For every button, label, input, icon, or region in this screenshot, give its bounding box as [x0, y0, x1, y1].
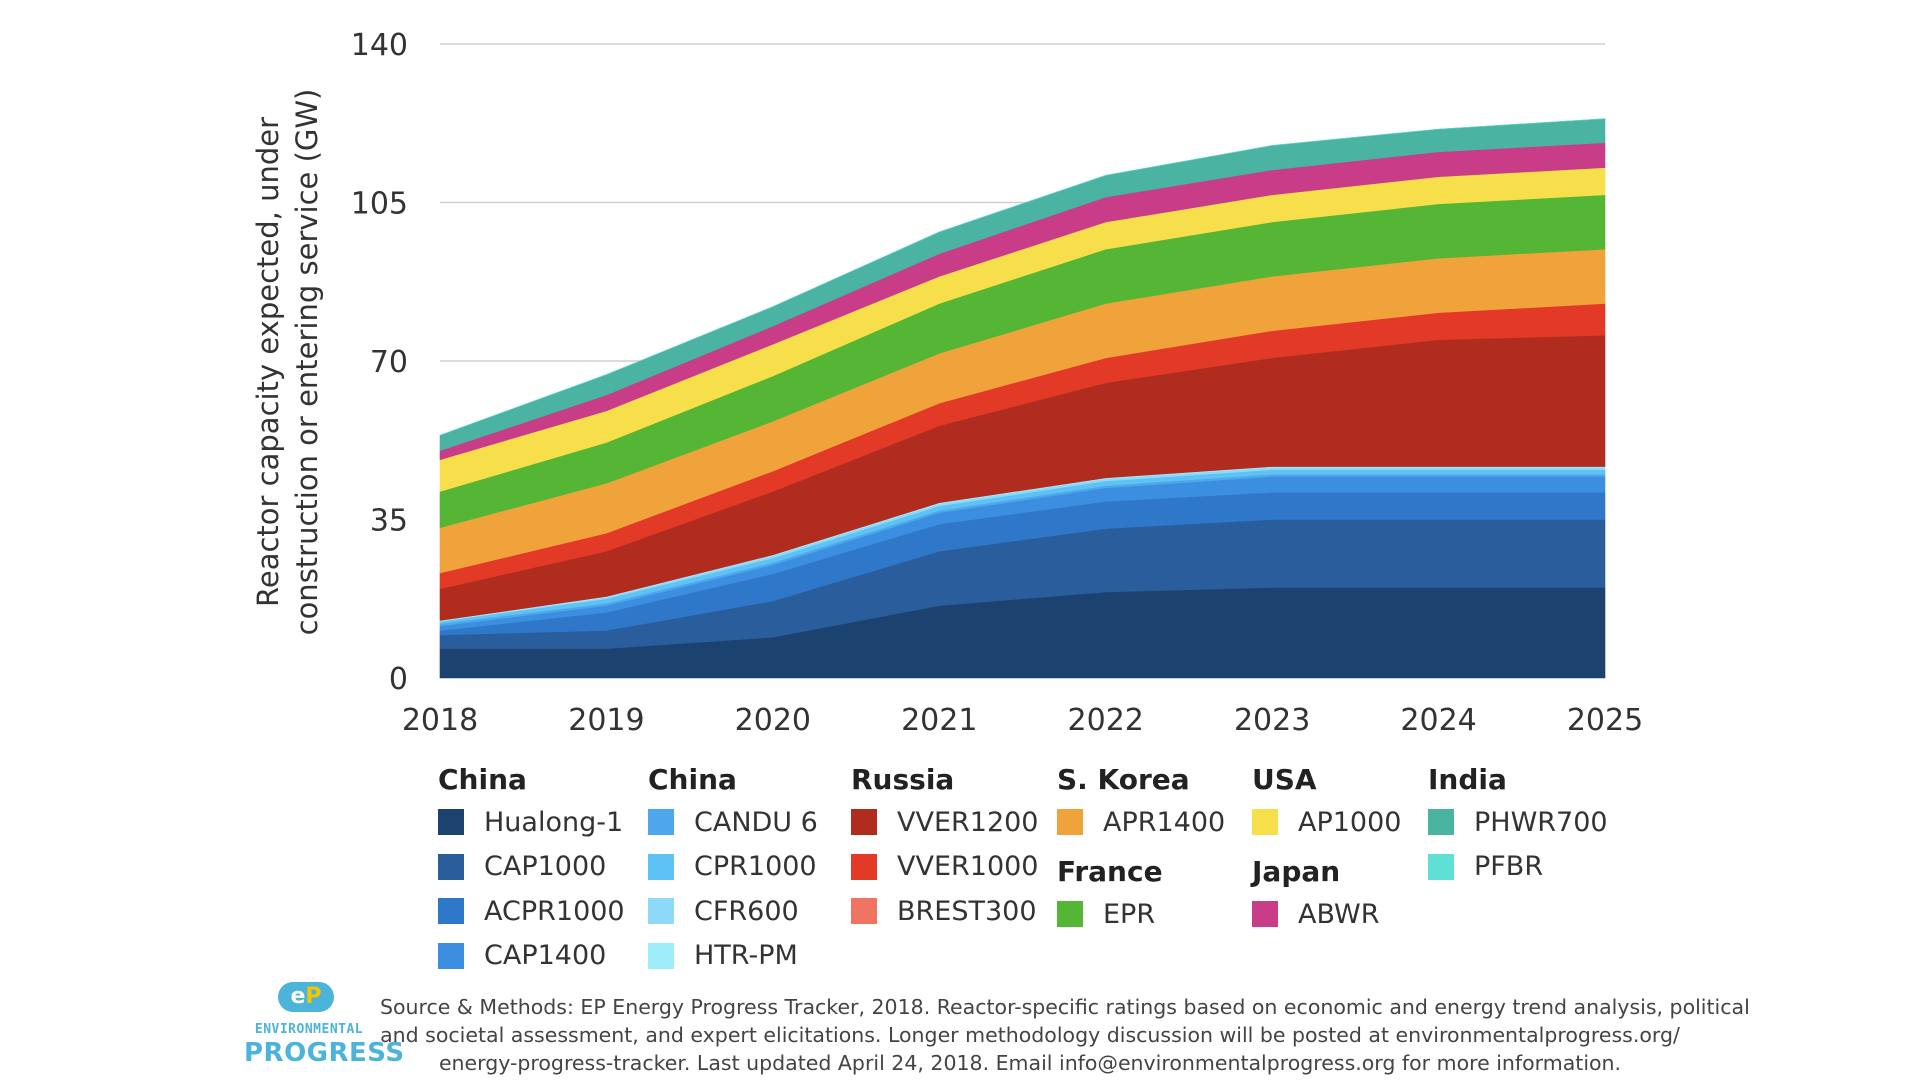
legend-item-candu-6: CANDU 6: [648, 800, 818, 845]
x-axis-ticks: 2018 2019 2020 2021 2022 2023 2024 2025: [402, 703, 1643, 738]
legend-heading: India: [1428, 763, 1507, 796]
legend-label: ABWR: [1298, 898, 1380, 930]
y-tick-label: 140: [351, 28, 408, 63]
x-tick-label: 2018: [402, 703, 478, 738]
legend-label: CANDU 6: [694, 806, 818, 838]
y-tick-label: 70: [370, 345, 408, 380]
legend-swatch: [648, 898, 674, 925]
logo-mark-p: P: [305, 984, 322, 1009]
x-tick-label: 2022: [1068, 703, 1144, 738]
legend-swatch: [1252, 809, 1278, 836]
legend: China Hualong-1 CAP1000 ACPR1000 CAP1400 Chin…: [438, 760, 1638, 980]
legend-swatch: [1428, 853, 1454, 880]
logo-text-progress: PROGRESS: [244, 1038, 405, 1068]
source-line-1: Source & Methods: EP Energy Progress Tra…: [380, 995, 1750, 1019]
legend-item-cpr1000: CPR1000: [648, 845, 818, 890]
y-tick-label: 0: [389, 662, 408, 697]
legend-label: CAP1000: [484, 851, 607, 883]
legend-label: BREST300: [897, 895, 1037, 927]
legend-swatch: [648, 853, 674, 880]
legend-group-usa: USA AP1000: [1252, 760, 1401, 845]
legend-group-france: France EPR: [1057, 852, 1163, 937]
legend-swatch: [438, 942, 464, 969]
source-line-2: and societal assessment, and expert elic…: [380, 1023, 1680, 1047]
legend-swatch: [648, 942, 674, 969]
legend-item-abwr: ABWR: [1252, 892, 1380, 937]
y-axis-title-line1: Reactor capacity expected, under: [251, 117, 285, 607]
area-pfbr: [439, 118, 1606, 436]
legend-group-japan: Japan ABWR: [1252, 852, 1380, 937]
legend-label: ACPR1000: [484, 895, 625, 927]
legend-swatch: [1057, 901, 1083, 928]
legend-heading: USA: [1252, 763, 1317, 796]
legend-label: EPR: [1103, 898, 1156, 930]
legend-item-vver1000: VVER1000: [851, 845, 1038, 890]
legend-item-cap1400: CAP1400: [438, 934, 625, 979]
legend-label: CPR1000: [694, 851, 817, 883]
legend-group-russia: Russia VVER1200 VVER1000 BREST300: [851, 760, 1038, 934]
legend-swatch: [438, 853, 464, 880]
y-axis-title-line2: construction or entering service (GW): [290, 89, 324, 636]
source-note: Source & Methods: EP Energy Progress Tra…: [380, 993, 1750, 1077]
logo-mark-e: e: [290, 984, 306, 1009]
legend-heading: S. Korea: [1057, 763, 1190, 796]
legend-swatch: [438, 898, 464, 925]
legend-item-brest300: BREST300: [851, 889, 1038, 934]
x-tick-label: 2023: [1234, 703, 1310, 738]
legend-item-cfr600: CFR600: [648, 889, 818, 934]
legend-item-htr-pm: HTR-PM: [648, 934, 818, 979]
environmental-progress-logo: eP ENVIRONMENTAL PROGRESS: [244, 982, 405, 1072]
x-tick-label: 2025: [1567, 703, 1643, 738]
source-line-3: energy-progress-tracker. Last updated Ap…: [438, 1051, 1622, 1075]
legend-label: VVER1000: [897, 851, 1039, 883]
legend-heading: China: [438, 763, 527, 796]
legend-heading: Japan: [1252, 855, 1341, 888]
legend-swatch: [851, 853, 877, 880]
legend-label: HTR-PM: [694, 940, 798, 972]
legend-label: Hualong-1: [484, 806, 624, 838]
x-tick-label: 2024: [1400, 703, 1476, 738]
legend-swatch: [1428, 809, 1454, 836]
legend-item-phwr700: PHWR700: [1428, 800, 1608, 845]
legend-item-apr1400: APR1400: [1057, 800, 1225, 845]
legend-item-hualong-1: Hualong-1: [438, 800, 625, 845]
legend-label: AP1000: [1298, 806, 1402, 838]
legend-group-s-korea: S. Korea APR1400: [1057, 760, 1225, 845]
legend-label: APR1400: [1103, 806, 1226, 838]
legend-heading: Russia: [851, 763, 955, 796]
legend-heading: France: [1057, 855, 1163, 888]
legend-item-cap1000: CAP1000: [438, 845, 625, 890]
x-tick-label: 2019: [568, 703, 644, 738]
y-axis-title: Reactor capacity expected, under constru…: [251, 89, 324, 636]
legend-label: CFR600: [694, 895, 799, 927]
legend-swatch: [851, 898, 877, 925]
legend-group-china: China CANDU 6 CPR1000 CFR600 HTR-PM: [648, 760, 818, 978]
legend-group-india: India PHWR700 PFBR: [1428, 760, 1608, 889]
legend-swatch: [851, 809, 877, 836]
stacked-area-chart: 0 35 70 105 140 2018 2019 2020 2021 2022 2023 2024…: [251, 28, 1643, 738]
legend-label: PHWR700: [1474, 806, 1608, 838]
legend-label: CAP1400: [484, 940, 607, 972]
x-tick-label: 2020: [735, 703, 811, 738]
legend-swatch: [1252, 901, 1278, 928]
y-axis-ticks: 0 35 70 105 140: [351, 28, 408, 697]
legend-label: VVER1200: [897, 806, 1039, 838]
ep-logo-icon: eP: [278, 982, 334, 1012]
x-tick-label: 2021: [901, 703, 977, 738]
legend-item-vver1200: VVER1200: [851, 800, 1038, 845]
legend-item-acpr1000: ACPR1000: [438, 889, 625, 934]
legend-item-ap1000: AP1000: [1252, 800, 1401, 845]
legend-item-pfbr: PFBR: [1428, 845, 1608, 890]
legend-group-china: China Hualong-1 CAP1000 ACPR1000 CAP1400: [438, 760, 625, 978]
y-tick-label: 105: [351, 187, 408, 222]
legend-label: PFBR: [1474, 851, 1544, 883]
legend-item-epr: EPR: [1057, 892, 1163, 937]
y-tick-label: 35: [370, 504, 408, 539]
area-series: [439, 118, 1606, 679]
legend-heading: China: [648, 763, 737, 796]
logo-text-environmental: ENVIRONMENTAL: [254, 1022, 364, 1037]
legend-swatch: [1057, 809, 1083, 836]
legend-swatch: [438, 809, 464, 836]
legend-swatch: [648, 809, 674, 836]
